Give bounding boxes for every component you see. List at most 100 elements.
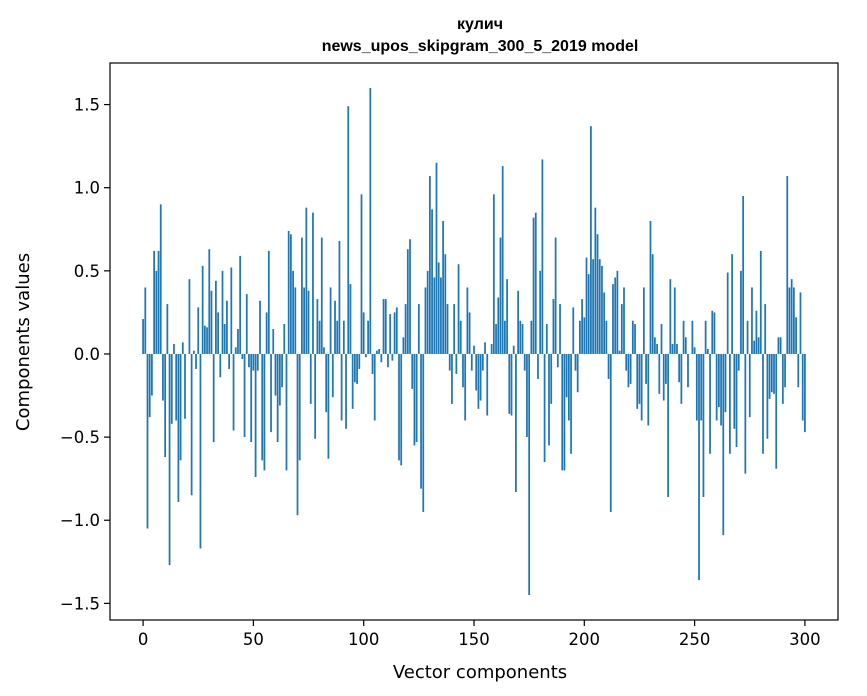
bar [790,279,793,354]
bar [151,353,153,396]
bar [142,319,144,354]
bar [720,353,722,426]
bar [567,353,570,421]
y-tick-label: 0.0 [74,345,100,364]
bar [563,353,566,471]
bar [199,353,202,549]
bar [223,324,226,354]
bar [327,353,330,459]
bar [795,317,797,354]
bar [252,353,255,371]
bar [484,342,486,354]
bar [168,353,171,566]
bar [581,299,583,354]
y-axis-ticks: −1.5 −1.0 −0.5 0.0 0.5 1.0 1.5 [60,96,110,613]
bar [365,353,367,358]
bar [587,274,590,354]
y-tick-label: −1.0 [60,511,100,530]
bar [545,324,548,354]
bar [592,259,594,354]
bar [173,343,175,354]
bar [459,320,462,354]
bar [693,347,696,354]
bar [492,194,495,354]
bar [523,353,526,371]
bar [159,204,162,354]
bar [411,353,414,389]
bar [539,270,542,354]
y-tick-label: 1.0 [74,179,100,198]
bar [642,287,645,354]
bar [755,310,758,354]
bar [331,353,334,398]
bar [431,209,433,354]
bar [184,353,186,419]
bar [312,212,314,354]
bar [437,262,440,354]
bar [788,287,791,354]
bar [325,353,328,413]
bar [336,320,339,354]
bar [759,250,762,354]
bar [301,237,303,354]
bar [245,294,248,354]
bar [340,353,343,421]
bar [358,353,361,369]
bar [387,353,389,368]
x-tick-label: 100 [348,630,380,649]
bar [146,353,149,529]
bar [307,290,310,354]
bar [773,353,775,394]
bar [440,277,442,354]
bar [570,353,572,454]
bar [360,194,363,354]
bar [497,297,500,354]
bar [757,337,760,354]
bar [442,220,444,354]
bar [678,353,681,383]
bar [177,353,180,502]
bar [753,340,756,354]
bar [722,353,725,536]
bar [764,304,767,354]
bar [618,350,621,354]
bar [475,353,478,391]
bar [217,312,219,354]
bar [329,287,332,354]
bar [665,353,667,384]
bar [486,353,489,416]
bar [647,353,650,426]
bar [382,299,385,354]
bar [219,353,222,378]
bar [638,353,641,404]
bar [713,312,716,354]
bar [270,353,272,433]
bar [770,353,773,393]
bar [457,264,460,354]
y-axis-label: Components values [13,253,34,431]
bar [541,159,544,354]
bar [281,353,283,388]
bar [740,270,742,354]
y-tick-label: 1.5 [74,96,100,115]
bar [157,250,160,354]
bar [195,353,197,369]
bar [801,353,804,421]
bar [424,287,427,354]
bar [192,350,195,354]
bar [687,353,689,388]
bar [534,212,537,354]
bar [640,353,643,421]
x-tick-label: 150 [458,630,490,649]
bar [406,249,409,354]
bar [378,348,381,354]
bar [625,353,628,371]
bar [579,320,581,354]
bar [711,310,714,354]
bar [512,345,515,354]
bar [605,320,608,354]
bar [228,353,230,369]
bar [671,343,674,354]
bar [241,353,244,359]
plot-area-frame [109,62,839,621]
